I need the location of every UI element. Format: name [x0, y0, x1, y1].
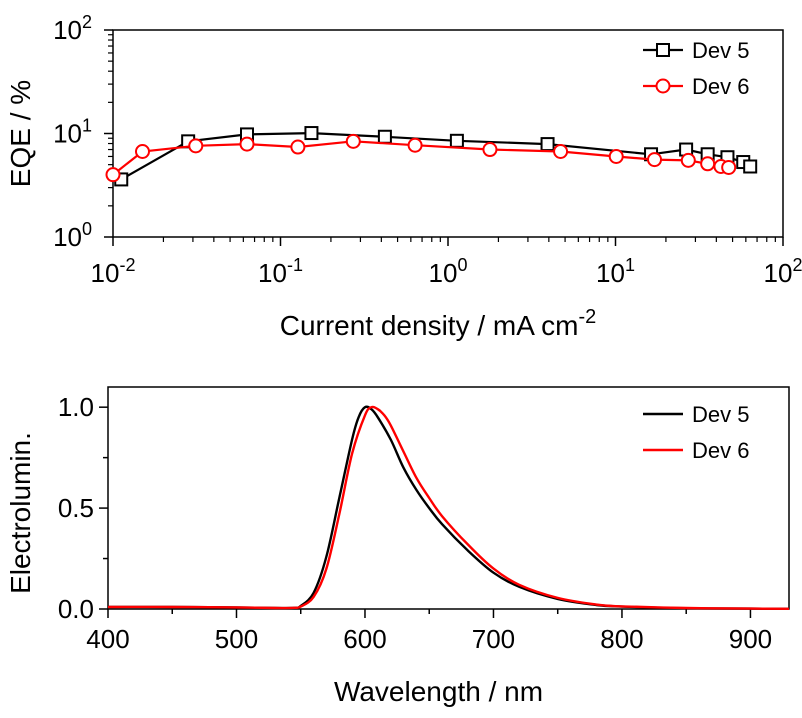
legend-entry: Dev 6	[643, 438, 749, 463]
x-tick-label: 10-1	[258, 255, 303, 288]
y-tick-label: 1.0	[58, 392, 94, 422]
data-point	[700, 156, 716, 172]
x-tick-label: 700	[472, 624, 515, 654]
series-dev-5	[114, 126, 758, 187]
y-axis-title: Electrolumin.	[5, 432, 36, 594]
data-point	[647, 152, 663, 168]
x-tick-label: 400	[86, 624, 129, 654]
data-point	[345, 133, 361, 149]
data-point	[377, 129, 392, 144]
data-point	[680, 152, 696, 168]
data-point	[304, 126, 319, 141]
y-tick-label: 100	[53, 219, 92, 252]
y-axis-title: EQE / %	[5, 80, 36, 187]
series-dev-5-line	[107, 405, 790, 610]
x-tick-label: 100	[429, 255, 468, 288]
data-point	[134, 144, 150, 160]
eqe-chart: 10-2 10-1 100 101 102 100 101 102 Current densit…	[5, 12, 802, 341]
x-tick-label: 900	[729, 624, 772, 654]
legend-label: Dev 6	[692, 438, 749, 463]
data-point	[188, 138, 204, 154]
data-point	[743, 159, 758, 174]
legend-label: Dev 5	[692, 402, 749, 427]
electroluminescence-chart: 400 500 600 700 800 900 0.0 0.5 1.0 Wavelength / …	[5, 386, 790, 707]
data-point	[482, 142, 498, 158]
legend-label: Dev 6	[692, 74, 749, 99]
plot-frame	[112, 29, 784, 238]
series-dev-6-line	[107, 405, 790, 610]
legend-marker	[656, 43, 670, 57]
x-tick-label: 10-2	[91, 255, 136, 288]
y-tick-label: 0.5	[58, 493, 94, 523]
data-point	[105, 167, 121, 183]
data-point	[239, 136, 255, 152]
x-tick-label: 500	[215, 624, 258, 654]
legend-marker	[655, 78, 671, 94]
x-axis-title: Wavelength / nm	[334, 676, 543, 707]
y-tick-label: 102	[53, 12, 92, 45]
data-point	[407, 137, 423, 153]
y-tick-label: 101	[53, 116, 92, 149]
legend-entry: Dev 5	[643, 402, 749, 427]
legend-entry: Dev 5	[643, 38, 749, 63]
x-tick-label: 101	[596, 255, 635, 288]
x-tick-label: 800	[600, 624, 643, 654]
data-point	[290, 139, 306, 155]
data-point	[449, 133, 464, 148]
data-point	[553, 144, 569, 160]
x-axis-title: Current density / mA cm-2	[280, 306, 597, 341]
series-dev-6	[105, 133, 737, 183]
x-tick-label: 600	[343, 624, 386, 654]
y-tick-label: 0.0	[58, 594, 94, 624]
x-tick-label: 102	[764, 255, 802, 288]
data-point	[721, 159, 737, 175]
data-point	[608, 148, 624, 164]
legend-entry: Dev 6	[643, 74, 749, 99]
data-point	[540, 137, 555, 152]
plot-frame	[107, 386, 790, 610]
legend-label: Dev 5	[692, 38, 749, 63]
